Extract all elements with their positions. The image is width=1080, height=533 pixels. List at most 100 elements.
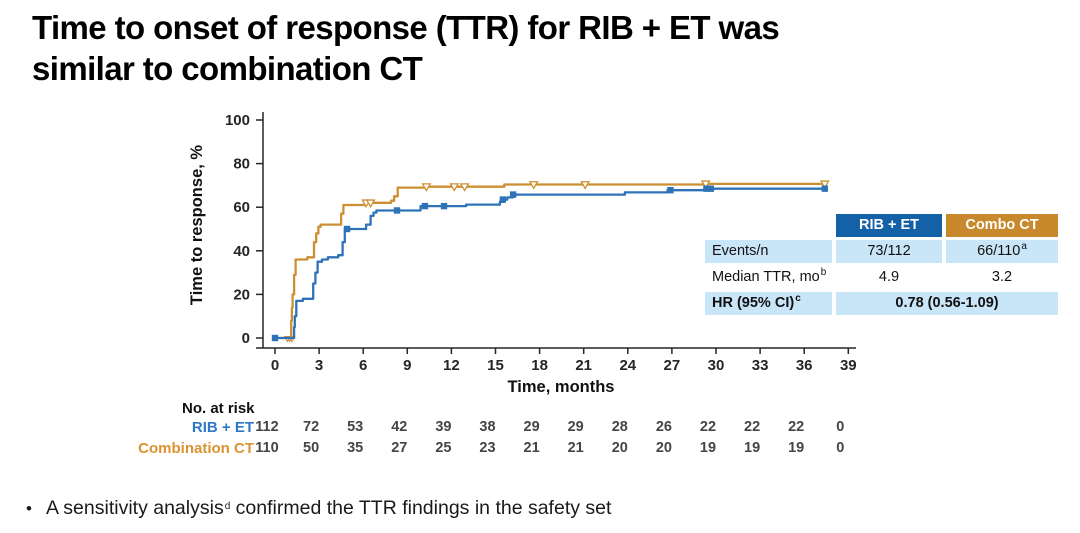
at-risk-count: 110 [255,440,279,456]
at-risk-count: 112 [255,419,279,435]
x-axis-title: Time, months [508,378,615,396]
events-value-combo: 66/110 a [946,240,1058,263]
y-tick-label: 80 [233,156,250,173]
at-risk-heading: No. at risk [182,400,255,417]
at-risk-count: 19 [699,440,717,456]
y-tick-label: 60 [233,199,250,216]
title-line-2: similar to combination CT [32,49,423,87]
at-risk-count: 22 [744,419,761,435]
at-risk-count: 23 [479,440,496,456]
events-value-combo-text: 66/110 [977,243,1021,260]
median-ttr-value-combo: 3.2 [991,269,1013,286]
at-risk-count: 38 [479,419,496,435]
footnote-bullet: • A sensitivity analysisd confirmed the T… [26,497,611,520]
x-tick-label: 30 [708,357,725,374]
footnote-marker-d: d [224,501,231,512]
at-risk-count: 22 [699,419,717,435]
x-tick-label: 15 [487,357,504,374]
median-ttr-value-rib: 4.9 [878,269,900,286]
at-risk-row-2: Combination CT 110 50 35 27 25 23 21 21 20 20 19 19 1… [0,440,1080,458]
events-value-rib: 73/112 [836,240,942,263]
table-row-label-hr: HR (95% CI) c [705,292,832,315]
y-axis-title: Time to response, % [188,145,206,305]
at-risk-count: 25 [435,440,452,456]
summary-table: RIB + ET Combo CT Events/n 73/112 66/110… [705,214,1058,315]
table-row-label-median-ttr: Median TTR, mo b [705,266,832,289]
at-risk-count: 27 [391,440,408,456]
x-tick-label: 6 [359,357,367,374]
at-risk-count: 22 [788,419,805,435]
triangle-marker-icon [459,183,470,192]
square-marker-icon [343,225,351,233]
at-risk-count: 72 [303,419,320,435]
at-risk-series-label: RIB + ET [191,419,254,436]
triangle-marker-icon [365,199,376,208]
at-risk-count: 50 [303,440,320,456]
at-risk-count: 21 [523,440,540,456]
bullet-text-after: confirmed the TTR findings in the safety… [230,497,612,519]
y-tick-label: 40 [233,243,250,260]
x-tick-label: 27 [664,357,681,374]
bullet-text-before: A sensitivity analysis [45,497,224,519]
y-tick-label: 0 [242,330,250,347]
square-marker-icon [703,185,710,192]
at-risk-count: 19 [744,440,761,456]
at-risk-count: 28 [611,419,628,435]
square-marker-icon [821,185,828,192]
at-risk-count: 20 [611,440,628,456]
x-tick-label: 36 [796,357,813,374]
x-tick-label: 0 [271,357,279,374]
at-risk-count: 26 [655,419,672,435]
triangle-marker-icon [449,183,460,192]
page-title: Time to onset of response (TTR) for RIB … [32,8,780,90]
y-tick-label: 20 [233,286,250,303]
square-marker-icon [707,185,715,192]
hr-label: HR (95% CI) [712,295,795,312]
at-risk-count: 0 [836,440,845,456]
table-corner-cell [705,214,832,237]
at-risk-count: 0 [836,419,845,435]
at-risk-row-1: RIB + ET 112 72 53 42 39 38 29 29 28 26 22 22 22 0 [0,419,1080,437]
series-line-combo-ct [275,182,825,340]
square-marker-icon [440,202,448,210]
table-header-combo-ct: Combo CT [946,214,1058,237]
bullet-marker-icon: • [26,499,32,518]
x-tick-label: 39 [840,357,857,374]
x-tick-label: 3 [315,357,323,374]
footnote-marker-a: a [1021,240,1027,252]
square-marker-icon [509,191,517,198]
at-risk-count: 39 [435,419,452,435]
x-tick-label: 21 [575,357,592,374]
triangle-marker-icon [421,183,432,192]
title-line-1: Time to onset of response (TTR) for RIB … [32,9,780,46]
x-tick-label: 9 [403,357,411,374]
footnote-marker-b: b [820,266,827,278]
square-marker-icon [421,202,429,210]
at-risk-series-label: Combination CT [138,440,254,457]
x-tick-label: 33 [752,357,769,374]
triangle-marker-icon [580,181,591,190]
square-marker-icon [393,207,401,214]
footnote-marker-c: c [795,292,801,304]
triangle-marker-icon [700,180,711,189]
x-tick-label: 12 [443,357,460,374]
at-risk-count: 35 [347,440,364,456]
triangle-marker-icon [819,180,830,189]
median-ttr-label: Median TTR, mo [712,269,820,286]
table-row-label-events: Events/n [705,240,832,263]
at-risk-count: 53 [347,419,364,435]
y-tick-label: 100 [225,112,250,129]
square-marker-icon [499,196,507,203]
square-marker-icon [271,334,279,342]
series-line-rib-et [275,187,825,340]
at-risk-count: 29 [523,419,540,435]
x-tick-label: 24 [619,357,636,374]
table-header-rib-et: RIB + ET [836,214,942,237]
square-marker-icon [667,186,674,194]
triangle-marker-icon [528,181,539,190]
at-risk-count: 19 [788,440,805,456]
hr-value-merged: 0.78 (0.56-1.09) [836,292,1058,315]
at-risk-count: 21 [567,440,584,456]
